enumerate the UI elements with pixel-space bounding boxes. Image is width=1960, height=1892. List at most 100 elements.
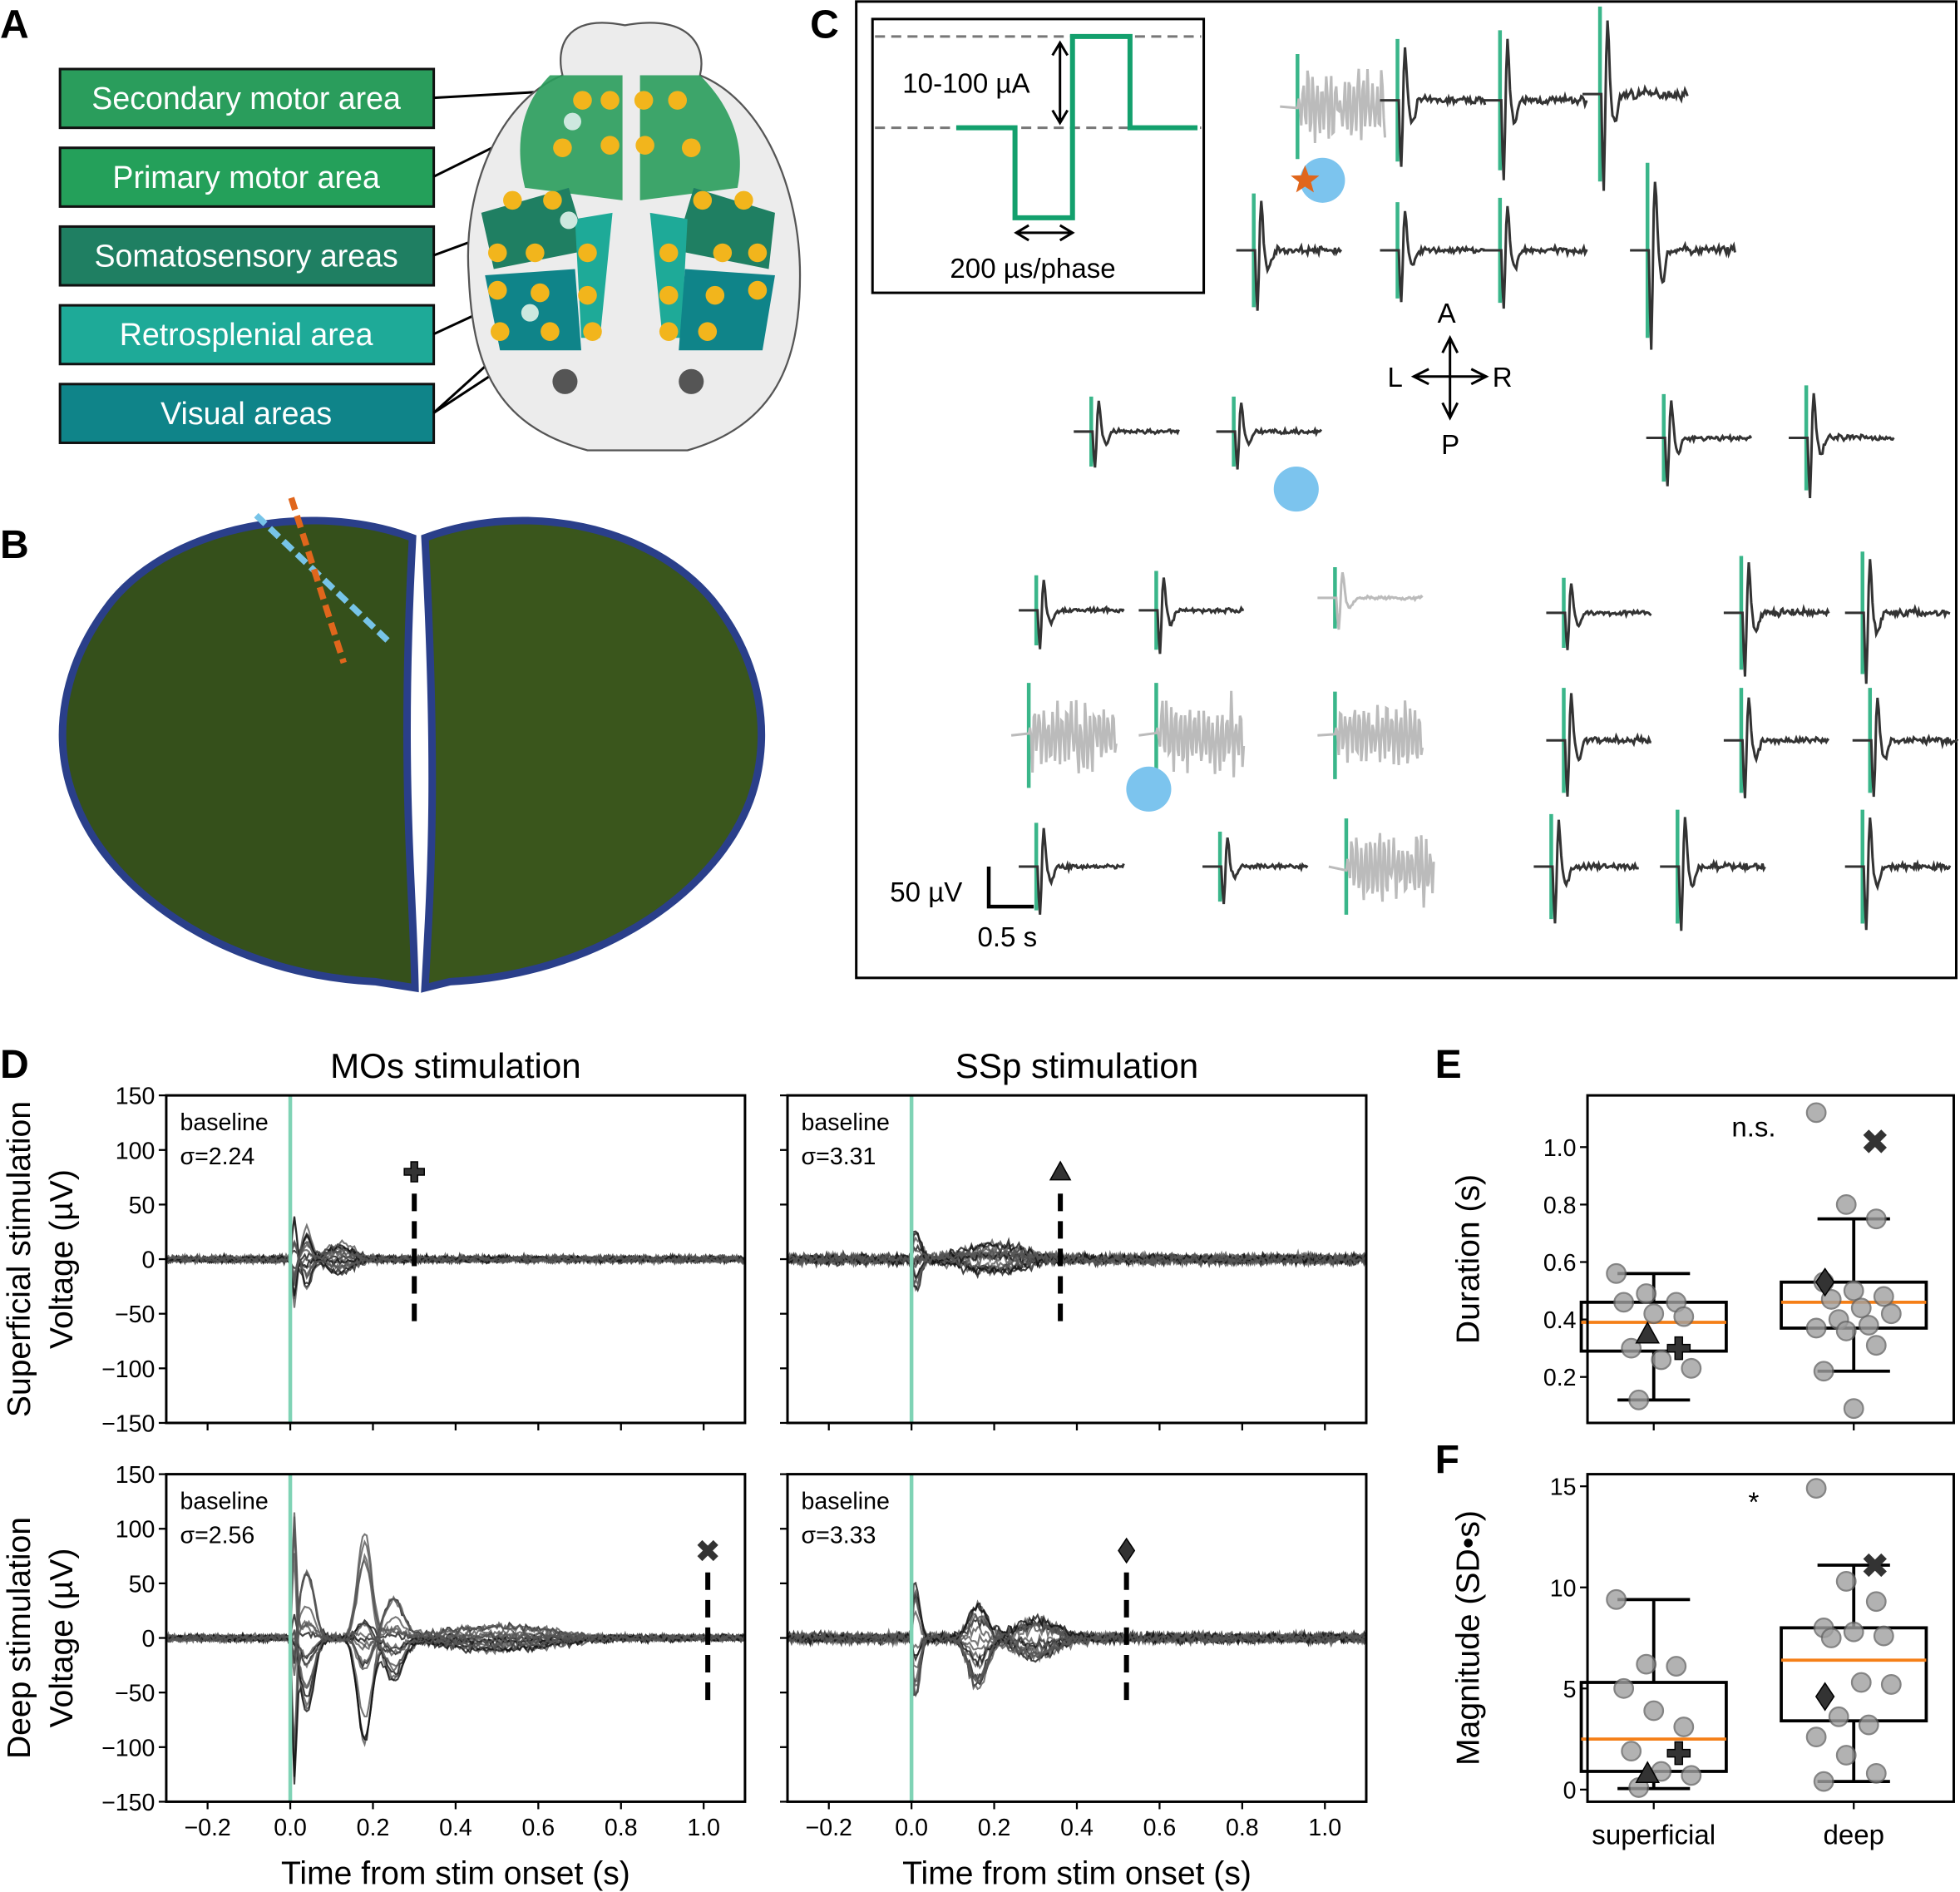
electrode-response-trace bbox=[1630, 162, 1736, 350]
scale-bar bbox=[986, 867, 1034, 909]
x-axis-label: Time from stim onset (s) bbox=[902, 1856, 1252, 1892]
data-point bbox=[1613, 1677, 1635, 1699]
scale-bar-voltage: 50 µV bbox=[890, 877, 962, 908]
data-point bbox=[1666, 1656, 1687, 1677]
panel-c: 10-100 µA 200 µs/phase A P L R 50 µV 0.5 s bbox=[855, 0, 1959, 980]
electrode bbox=[659, 243, 679, 263]
diamond-marker bbox=[1814, 1682, 1835, 1712]
region-label-box bbox=[58, 146, 436, 208]
stim-electrode bbox=[563, 112, 581, 131]
voltage-plot-4: baseline σ=3.33 −0.2 0.0 0.2 0.4 0.6 0.8 1.0 Time… bbox=[779, 1473, 1368, 1892]
electrode bbox=[526, 243, 545, 263]
data-point bbox=[1643, 1303, 1665, 1325]
electrode bbox=[541, 322, 560, 341]
data-point bbox=[1828, 1706, 1849, 1727]
voltage-trace bbox=[1328, 832, 1435, 908]
electrode bbox=[503, 190, 522, 210]
data-point bbox=[1865, 1335, 1887, 1356]
y-tick-label: 0 bbox=[142, 1626, 156, 1652]
data-point bbox=[1835, 1745, 1857, 1766]
electrode-response-trace bbox=[1844, 809, 1952, 931]
biphasic-waveform bbox=[955, 33, 1198, 220]
electrode-response-trace bbox=[1317, 567, 1424, 630]
panel-a: Secondary motor area Primary motor area So… bbox=[58, 22, 802, 452]
voltage-trace bbox=[1482, 38, 1588, 180]
panel-e-f: 0.2 0.4 0.6 0.8 1.0 n.s. Duration (s) 0 5 10 15 sup… bbox=[1450, 1094, 1955, 1851]
electrode bbox=[748, 280, 768, 300]
plot-title: SSp stimulation bbox=[955, 1046, 1198, 1085]
electrode-response-trace bbox=[1789, 385, 1895, 499]
data-point bbox=[1865, 1591, 1887, 1613]
electrode-response-trace bbox=[1660, 809, 1766, 931]
voltage-trace bbox=[1723, 562, 1830, 677]
data-point bbox=[1835, 1571, 1857, 1592]
panel-letter-D: D bbox=[0, 1042, 29, 1087]
data-point bbox=[1820, 1289, 1842, 1310]
x-stroke bbox=[1863, 1553, 1887, 1578]
data-point bbox=[1651, 1349, 1672, 1371]
probe-track-blue bbox=[254, 512, 390, 643]
electrode-response-trace bbox=[1019, 823, 1125, 915]
compass-right: R bbox=[1493, 363, 1513, 393]
electrode bbox=[491, 322, 510, 341]
triangle-marker bbox=[1635, 1321, 1661, 1344]
data-point bbox=[1880, 1674, 1902, 1695]
data-point bbox=[1805, 1478, 1827, 1499]
plus-marker bbox=[403, 1161, 425, 1183]
x-tick-label: 0.8 bbox=[605, 1815, 638, 1841]
box-iqr bbox=[1579, 1681, 1728, 1773]
panel-letter-F: F bbox=[1435, 1437, 1459, 1482]
voltage-trace bbox=[1010, 699, 1118, 773]
voltage-plot-3: baseline σ=2.56 150 100 50 0 −50 −100 −150 −0.2 0.… bbox=[2, 1462, 747, 1892]
panel-b bbox=[58, 496, 766, 993]
electrode bbox=[659, 322, 679, 341]
electrode bbox=[583, 322, 602, 341]
significance-label: n.s. bbox=[1731, 1113, 1775, 1144]
voltage-trace bbox=[165, 1631, 745, 1777]
y-tick-label: 10 bbox=[1550, 1575, 1577, 1602]
compass-anterior: A bbox=[1438, 299, 1456, 329]
electrode bbox=[531, 283, 550, 303]
data-point bbox=[1873, 1286, 1894, 1307]
baseline-label: baseline bbox=[802, 1489, 890, 1515]
y-tick-label: 50 bbox=[129, 1193, 156, 1219]
data-point bbox=[1606, 1588, 1627, 1610]
electrode bbox=[487, 280, 507, 300]
electrode-response-trace bbox=[1482, 197, 1588, 309]
voltage-trace bbox=[787, 1247, 1366, 1288]
data-point bbox=[1606, 1262, 1627, 1284]
electrode bbox=[748, 243, 768, 263]
triangle-marker bbox=[1049, 1160, 1072, 1181]
data-point bbox=[1673, 1306, 1695, 1327]
data-point bbox=[1621, 1337, 1642, 1359]
y-tick-label: 0 bbox=[1563, 1777, 1577, 1804]
plot-title: MOs stimulation bbox=[330, 1046, 581, 1085]
star-icon bbox=[1291, 165, 1320, 193]
electrode-response-trace bbox=[1582, 6, 1689, 191]
data-point bbox=[1858, 1714, 1879, 1736]
y-tick-label: −50 bbox=[115, 1681, 155, 1707]
region-label: Primary motor area bbox=[112, 160, 380, 195]
voltage-trace bbox=[787, 1629, 1366, 1698]
electrode bbox=[705, 285, 725, 305]
voltage-trace bbox=[165, 1633, 745, 1746]
plus-marker bbox=[1666, 1336, 1691, 1361]
voltage-trace bbox=[1789, 393, 1895, 499]
y-tick-label: 5 bbox=[1563, 1677, 1577, 1703]
box-iqr bbox=[1579, 1300, 1728, 1353]
y-tick-label: 100 bbox=[116, 1517, 156, 1544]
panel-c-frame bbox=[855, 0, 1958, 980]
data-point bbox=[1850, 1297, 1872, 1319]
probe-track-orange bbox=[288, 496, 347, 664]
y-axis-label: Deep stimulation Voltage (µV) bbox=[2, 1517, 80, 1759]
orientation-compass: A P L R bbox=[1388, 299, 1513, 461]
data-point bbox=[1880, 1303, 1902, 1325]
stimulus-waveform-inset: 10-100 µA 200 µs/phase bbox=[871, 17, 1206, 294]
region-secondary-motor-left bbox=[520, 75, 623, 200]
x-tick-label: 0.2 bbox=[357, 1815, 390, 1841]
y-axis-label-line: Voltage (µV) bbox=[44, 1549, 80, 1728]
y-tick-label: 0 bbox=[142, 1247, 156, 1274]
box-plot-E: 0.2 0.4 0.6 0.8 1.0 n.s. Duration (s) bbox=[1450, 1094, 1955, 1430]
region-label-box bbox=[58, 225, 436, 287]
voltage-trace bbox=[165, 1570, 745, 1666]
